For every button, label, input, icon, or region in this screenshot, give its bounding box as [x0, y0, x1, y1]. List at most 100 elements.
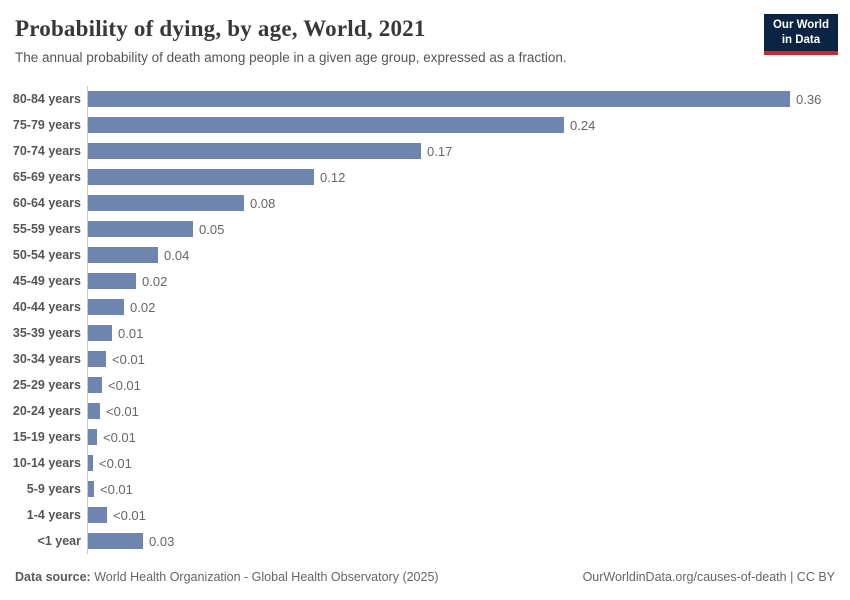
category-label: 60-64 years: [12, 196, 81, 210]
owid-url-license[interactable]: OurWorldinData.org/causes-of-death | CC …: [582, 570, 835, 584]
value-label: 0.08: [250, 195, 276, 211]
bar[interactable]: [88, 221, 193, 237]
bar-row: 80-84 years 0.36: [0, 86, 850, 112]
category-label: 65-69 years: [12, 170, 81, 184]
value-label: <0.01: [112, 351, 145, 367]
plot-area: <0.01: [87, 450, 850, 476]
value-label: <0.01: [99, 455, 132, 471]
bar[interactable]: [88, 299, 124, 315]
value-label: 0.01: [118, 325, 144, 341]
bar-row: 30-34 years <0.01: [0, 346, 850, 372]
bar[interactable]: [88, 429, 97, 445]
category-label: 80-84 years: [12, 92, 81, 106]
bar[interactable]: [88, 247, 158, 263]
category-label: 10-14 years: [12, 456, 81, 470]
bar-row: 70-74 years 0.17: [0, 138, 850, 164]
plot-area: <0.01: [87, 476, 850, 502]
category-label: 5-9 years: [26, 482, 81, 496]
category-label: 55-59 years: [12, 222, 81, 236]
data-source-note: Data source: World Health Organization -…: [15, 570, 439, 600]
owid-logo[interactable]: Our World in Data: [763, 14, 838, 55]
category-label: <1 year: [37, 534, 81, 548]
plot-area: 0.12: [87, 164, 850, 190]
page-title: Probability of dying, by age, World, 202…: [15, 16, 426, 41]
bar[interactable]: [88, 325, 112, 341]
bar[interactable]: [88, 377, 102, 393]
value-label: 0.12: [320, 169, 346, 185]
bar-row: 75-79 years 0.24: [0, 112, 850, 138]
bar-row: 40-44 years 0.02: [0, 294, 850, 320]
value-label: 0.02: [142, 273, 168, 289]
value-label: 0.02: [130, 299, 156, 315]
value-label: <0.01: [113, 507, 146, 523]
bar-row: 35-39 years 0.01: [0, 320, 850, 346]
category-label: 20-24 years: [12, 404, 81, 418]
bar[interactable]: [88, 455, 93, 471]
bar-row: 20-24 years <0.01: [0, 398, 850, 424]
bar-row: 45-49 years 0.02: [0, 268, 850, 294]
plot-area: 0.02: [87, 294, 850, 320]
bar[interactable]: [88, 169, 314, 185]
value-label: 0.03: [149, 533, 175, 549]
value-label: 0.36: [796, 91, 822, 107]
plot-area: 0.05: [87, 216, 850, 242]
category-label: 15-19 years: [12, 430, 81, 444]
bar[interactable]: [88, 351, 106, 367]
bar[interactable]: [88, 91, 790, 107]
bar-row: 50-54 years 0.04: [0, 242, 850, 268]
value-label: <0.01: [100, 481, 133, 497]
bar-row: 10-14 years <0.01: [0, 450, 850, 476]
value-label: 0.05: [199, 221, 225, 237]
bar[interactable]: [88, 507, 107, 523]
header: Probability of dying, by age, World, 202…: [0, 0, 850, 65]
plot-area: 0.24: [87, 112, 850, 138]
value-label: <0.01: [108, 377, 141, 393]
bar-row: 1-4 years <0.01: [0, 502, 850, 528]
plot-area: 0.17: [87, 138, 850, 164]
plot-area: <0.01: [87, 398, 850, 424]
category-label: 30-34 years: [12, 352, 81, 366]
plot-area: 0.02: [87, 268, 850, 294]
data-source-text: World Health Organization - Global Healt…: [90, 570, 439, 584]
plot-area: 0.04: [87, 242, 850, 268]
bar[interactable]: [88, 273, 136, 289]
bar-chart: 80-84 years 0.36 75-79 years 0.24 70-74 year…: [0, 86, 850, 554]
owid-logo-line1: Our World: [772, 19, 829, 31]
bar-row: 65-69 years 0.12: [0, 164, 850, 190]
value-label: 0.04: [164, 247, 190, 263]
bar[interactable]: [88, 533, 143, 549]
plot-area: <0.01: [87, 346, 850, 372]
bar-row: 55-59 years 0.05: [0, 216, 850, 242]
category-label: 35-39 years: [12, 326, 81, 340]
data-source-label: Data source:: [15, 570, 91, 584]
category-label: 40-44 years: [12, 300, 81, 314]
value-label: <0.01: [103, 429, 136, 445]
category-label: 25-29 years: [12, 378, 81, 392]
bar-row: 5-9 years <0.01: [0, 476, 850, 502]
plot-area: 0.03: [87, 528, 850, 554]
plot-area: 0.08: [87, 190, 850, 216]
value-label: 0.17: [427, 143, 453, 159]
plot-area: 0.36: [87, 86, 850, 112]
bar[interactable]: [88, 481, 94, 497]
category-label: 75-79 years: [12, 118, 81, 132]
owid-logo-line2: in Data: [781, 33, 821, 46]
bar-row: 25-29 years <0.01: [0, 372, 850, 398]
bar[interactable]: [88, 143, 421, 159]
category-label: 50-54 years: [12, 248, 81, 262]
page-subtitle: The annual probability of death among pe…: [15, 50, 567, 65]
plot-area: 0.01: [87, 320, 850, 346]
category-label: 70-74 years: [12, 144, 81, 158]
bar-row: 15-19 years <0.01: [0, 424, 850, 450]
bar[interactable]: [88, 195, 244, 211]
category-label: 1-4 years: [26, 508, 81, 522]
category-label: 45-49 years: [12, 274, 81, 288]
plot-area: <0.01: [87, 372, 850, 398]
bar[interactable]: [88, 117, 564, 133]
bar-row: 60-64 years 0.08: [0, 190, 850, 216]
bar-row: <1 year 0.03: [0, 528, 850, 554]
plot-area: <0.01: [87, 424, 850, 450]
value-label: 0.24: [570, 117, 596, 133]
bar[interactable]: [88, 403, 100, 419]
